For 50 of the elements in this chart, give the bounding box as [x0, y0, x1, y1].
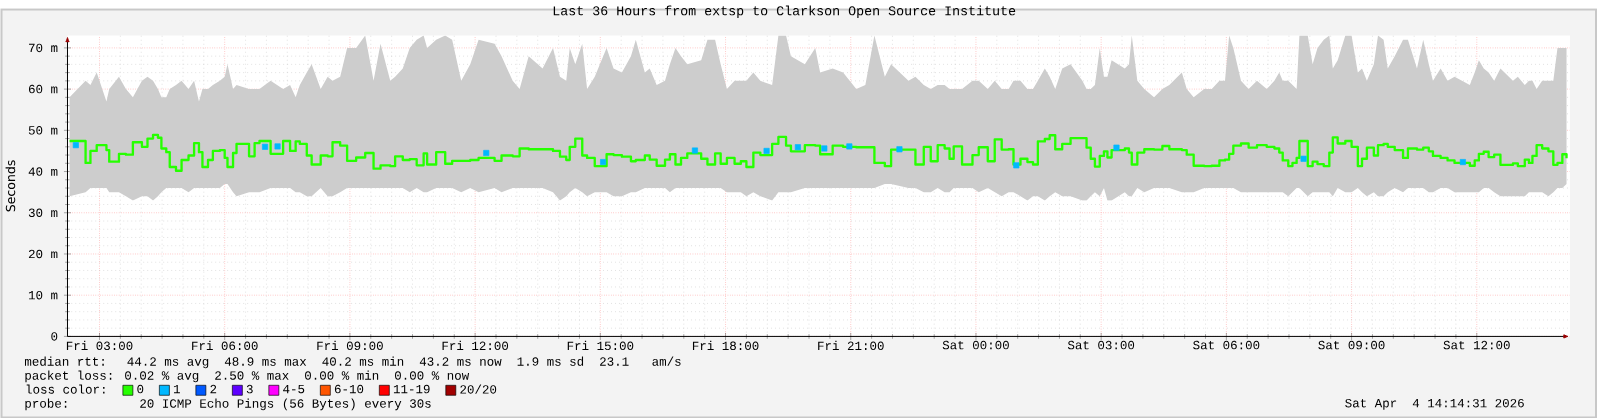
x-tick-label: Sat 03:00 — [1067, 340, 1135, 350]
point — [483, 149, 490, 156]
legend-label: 11-19 — [393, 384, 430, 394]
point — [274, 143, 281, 150]
y-tick-label: 70 m — [29, 43, 58, 52]
y-tick-label: 30 m — [28, 208, 58, 217]
point — [600, 158, 607, 165]
y-tick-label: 50 m — [28, 125, 58, 135]
x-tick-label: Fri 09:00 — [317, 340, 383, 350]
x-tick-label: Sat 09:00 — [1318, 340, 1385, 350]
x-tick-label: Fri 15:00 — [567, 340, 634, 350]
chart-title: Last 36 Hours from extsp to Clarkson Open Source Institute — [553, 5, 1016, 18]
legend-label: 20/20 — [460, 384, 497, 394]
point — [691, 147, 698, 154]
legend-title: loss color: — [26, 384, 105, 394]
y-tick-label: 60 m — [28, 84, 58, 94]
x-tick-label: Sat 00:00 — [942, 340, 1009, 350]
y-tick-label: 40 m — [28, 167, 58, 176]
y-axis-title: Seconds — [5, 160, 16, 212]
legend-label: 0 — [137, 384, 144, 394]
text: probe: 20 ICMP Echo Pings (56 Bytes) every 30s — [25, 398, 431, 411]
x-tick-label: Fri 12:00 — [442, 340, 509, 350]
point — [821, 145, 828, 152]
point — [1113, 144, 1120, 151]
legend-label: 6-10 — [334, 384, 364, 394]
text: Sat Apr 4 14:14:31 2026 — [1345, 398, 1524, 410]
legend-label: 2 — [210, 384, 217, 394]
legend-label: 4-5 — [283, 384, 305, 394]
legend-label: 3 — [246, 384, 253, 394]
x-tick-label: Fri 06:00 — [192, 340, 258, 350]
text: packet loss: 0.02 % avg 2.50 % max 0.00 % min 0.00 % now — [25, 370, 470, 383]
point — [846, 143, 853, 150]
y-tick-label: 20 m — [28, 249, 58, 259]
point — [794, 144, 801, 151]
text: median rtt: 44.2 ms avg 48.9 ms max 40.2 ms min 43.2 ms now 1.9 ms sd 23.1 am/s — [24, 356, 681, 369]
point — [1300, 155, 1307, 162]
x-tick-label: Sat 12:00 — [1443, 340, 1510, 350]
point — [1013, 162, 1020, 169]
point — [262, 143, 269, 150]
x-tick-label: Fri 18:00 — [692, 340, 759, 350]
point — [763, 147, 770, 154]
legend-label: 1 — [173, 384, 180, 393]
point — [72, 141, 79, 148]
x-tick-label: Sat 06:00 — [1193, 340, 1260, 350]
point — [1459, 158, 1466, 165]
x-tick-label: Fri 03:00 — [66, 340, 133, 350]
y-tick-label: 0 — [51, 331, 58, 341]
x-tick-label: Fri 21:00 — [818, 340, 884, 350]
point — [896, 146, 903, 153]
y-tick-label: 10 m — [28, 290, 58, 300]
